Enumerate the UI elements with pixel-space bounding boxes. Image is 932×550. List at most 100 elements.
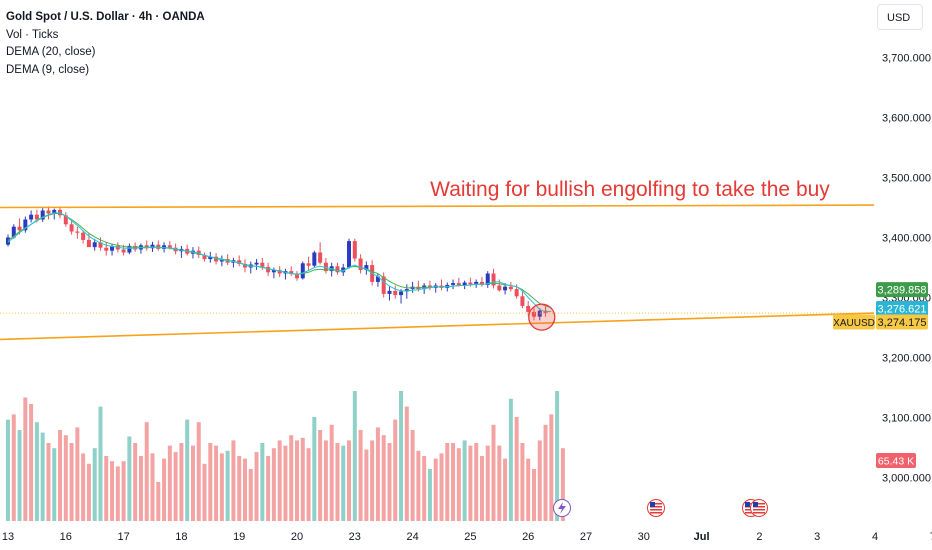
time-axis[interactable]: 131617181920232425262730Jul2347 <box>2 531 932 543</box>
candle-body <box>474 281 479 285</box>
candle <box>40 207 45 222</box>
time-tick-label: 18 <box>175 531 187 543</box>
volume-bar <box>514 417 519 521</box>
flag-canton <box>650 502 655 507</box>
candle-body <box>427 285 432 288</box>
candle-body <box>271 269 276 273</box>
xauusd-price-tag-label: 3,274.175 <box>878 317 927 329</box>
candle-body <box>335 266 340 273</box>
candle-body <box>115 245 120 250</box>
candle <box>63 212 68 227</box>
volume-bar <box>121 461 126 521</box>
symbol-tag-bg <box>833 314 875 330</box>
candle <box>531 307 536 321</box>
volume-bar <box>283 445 288 521</box>
volume-bar <box>416 450 421 521</box>
legend-dema-9[interactable]: DEMA (9, close) <box>6 63 90 76</box>
volume-bar <box>352 391 357 521</box>
volume-bar <box>219 453 224 521</box>
volume-bar <box>34 422 39 521</box>
candle-body <box>208 256 213 260</box>
volume-bar <box>237 456 242 521</box>
dema-20-line <box>7 213 552 309</box>
candle-body <box>242 263 247 268</box>
candle-body <box>110 245 115 251</box>
volume-bar <box>40 432 45 521</box>
candle-body <box>92 242 97 248</box>
candle <box>29 210 34 223</box>
trendline <box>0 204 875 209</box>
event-flag[interactable] <box>647 499 665 517</box>
dema-20-price-tag-label: 3,289.858 <box>878 285 927 297</box>
flag-stripe <box>745 503 757 505</box>
event-flag[interactable] <box>750 499 768 517</box>
candle-body <box>387 290 392 294</box>
dema-9-price-tag-bg <box>876 301 928 317</box>
candle <box>75 226 80 239</box>
volume-bar <box>491 424 496 521</box>
candle-body <box>260 262 265 267</box>
candle-body <box>162 245 167 249</box>
candle-body <box>98 242 103 248</box>
candle-body <box>485 273 490 285</box>
legend-dema-20[interactable]: DEMA (20, close) <box>6 46 96 58</box>
volume-bar <box>17 430 22 521</box>
candle <box>254 259 259 270</box>
currency-button[interactable]: USD <box>877 4 923 30</box>
candle-body <box>289 271 294 275</box>
symbol-tag: XAUUSD <box>833 314 875 330</box>
candle-body <box>127 245 132 253</box>
volume-bar <box>531 469 536 521</box>
volume-bar <box>231 440 236 521</box>
chart-legend: Gold Spot / U.S. Dollar · 4h · OANDA Vol… <box>6 9 205 79</box>
candle-body <box>214 256 219 262</box>
time-tick-label: 4 <box>872 531 878 543</box>
candle <box>433 283 438 293</box>
time-tick-label: 26 <box>522 531 534 543</box>
volume-bar <box>46 443 51 521</box>
candle <box>341 263 346 276</box>
candle <box>520 291 525 309</box>
candle <box>399 289 404 304</box>
candle-body <box>312 252 317 266</box>
volume-bar <box>468 445 473 521</box>
volume-bar <box>156 482 161 521</box>
dema-lines <box>7 212 552 313</box>
volume-bar <box>341 445 346 521</box>
flag-stripe <box>753 509 765 511</box>
lightning-event[interactable] <box>553 499 571 517</box>
candle-body <box>219 259 224 262</box>
candle-body <box>456 283 461 286</box>
price-axis[interactable]: 3,000.0003,100.0003,200.0003,300.0003,40… <box>882 53 931 485</box>
volume-bar <box>329 424 334 521</box>
volume-bar <box>92 448 97 521</box>
volume-bar <box>462 440 467 521</box>
volume-bar <box>225 450 230 521</box>
candle <box>179 245 184 258</box>
candle-body <box>133 245 138 250</box>
volume-bar <box>63 435 68 521</box>
time-tick-label: 3 <box>814 531 820 543</box>
candle <box>295 271 299 281</box>
candle-body <box>69 224 74 232</box>
candle <box>439 279 444 291</box>
candle-body <box>11 226 16 238</box>
volume-bar <box>347 440 352 521</box>
flag-stripe <box>650 509 662 511</box>
volume-bar <box>110 461 115 521</box>
candle <box>427 280 432 291</box>
volume-bar <box>318 430 323 521</box>
volume-bar <box>29 404 34 521</box>
symbol-title[interactable]: Gold Spot / U.S. Dollar · 4h · OANDA <box>6 11 205 23</box>
candle-body <box>81 232 86 240</box>
candle-body <box>17 226 22 231</box>
candle <box>46 206 51 220</box>
dema-20-price-tag: 3,289.858 <box>876 282 928 298</box>
legend-volume[interactable]: Vol · Ticks <box>6 28 59 41</box>
candle-body <box>167 245 172 248</box>
candle <box>138 243 143 254</box>
candle <box>497 279 502 292</box>
flag-stripe <box>745 512 757 514</box>
